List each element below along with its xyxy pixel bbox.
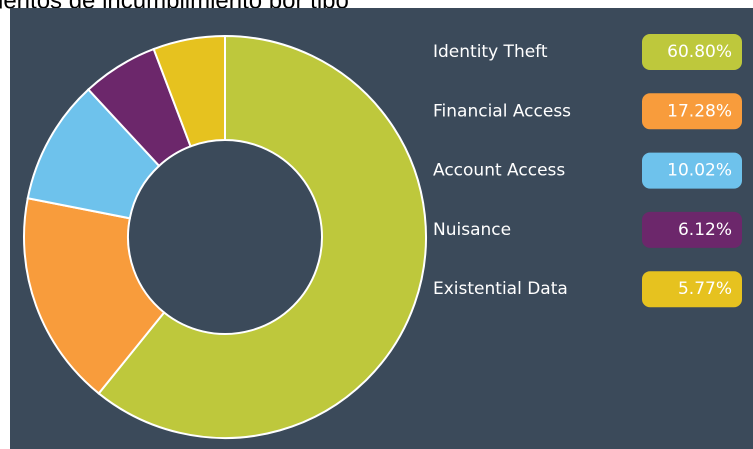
legend-label: Nuisance [433, 220, 511, 240]
legend-label: Identity Theft [433, 42, 548, 62]
value-label: 17.28% [667, 101, 732, 121]
value-label: 6.12% [678, 220, 732, 240]
legend-badge [642, 152, 742, 189]
donut-slice [152, 34, 226, 148]
legend-label: Account Access [433, 161, 565, 181]
legend-badge [642, 211, 742, 248]
legend-badge [642, 271, 742, 308]
value-label: 5.77% [678, 279, 732, 299]
value-label: 10.02% [667, 161, 732, 181]
legend-label: Existential Data [433, 279, 568, 299]
donut-slice [97, 34, 427, 439]
legend-badge [642, 93, 742, 130]
legend-label: Financial Access [433, 101, 571, 121]
value-label: 60.80% [667, 42, 732, 62]
legend-badge [642, 34, 742, 70]
donut-slice [23, 197, 166, 395]
